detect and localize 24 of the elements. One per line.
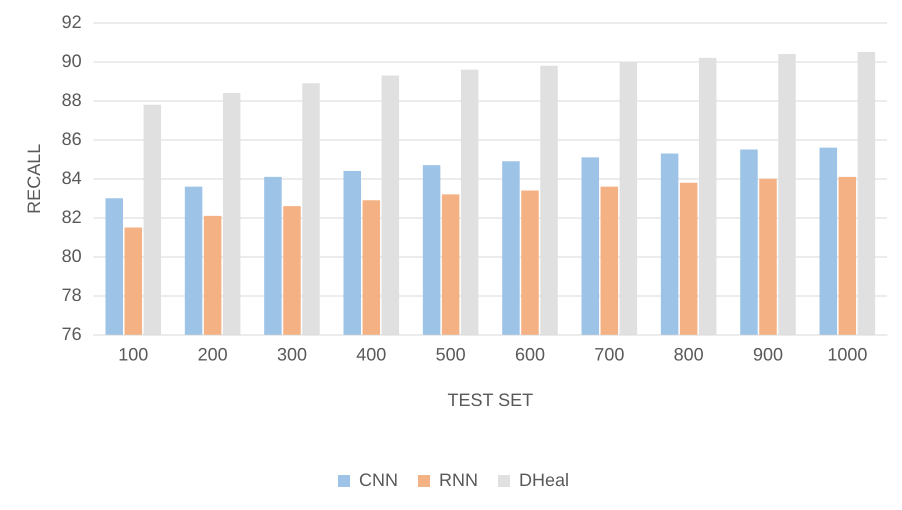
legend-label: DHeal (518, 470, 570, 490)
y-tick-label: 84 (62, 168, 82, 188)
y-tick-label: 88 (62, 90, 82, 110)
x-tick-label: 900 (752, 344, 784, 365)
y-tick-label: 90 (62, 50, 82, 71)
legend-label: CNN (358, 470, 398, 490)
y-tick-label: 86 (62, 128, 82, 149)
x-tick-label: 700 (594, 344, 624, 365)
x-axis-title: TEST SET (447, 390, 534, 410)
y-axis-title: RECALL (24, 144, 44, 214)
x-tick-label: 200 (198, 344, 228, 365)
y-tick-label: 80 (62, 246, 82, 266)
x-tick-label: 100 (118, 344, 148, 365)
x-tick-label: 500 (436, 344, 466, 365)
x-tick-label: 600 (514, 344, 546, 365)
y-tick-label: 76 (62, 324, 82, 344)
x-tick-label: 1000 (827, 344, 868, 365)
x-tick-label: 800 (674, 344, 704, 365)
legend-label: RNN (438, 470, 478, 490)
y-tick-label: 82 (62, 206, 82, 227)
y-tick-label: 78 (62, 284, 82, 305)
x-tick-label: 300 (276, 344, 307, 365)
y-tick-label: 92 (62, 12, 82, 32)
x-tick-label: 400 (356, 344, 386, 365)
